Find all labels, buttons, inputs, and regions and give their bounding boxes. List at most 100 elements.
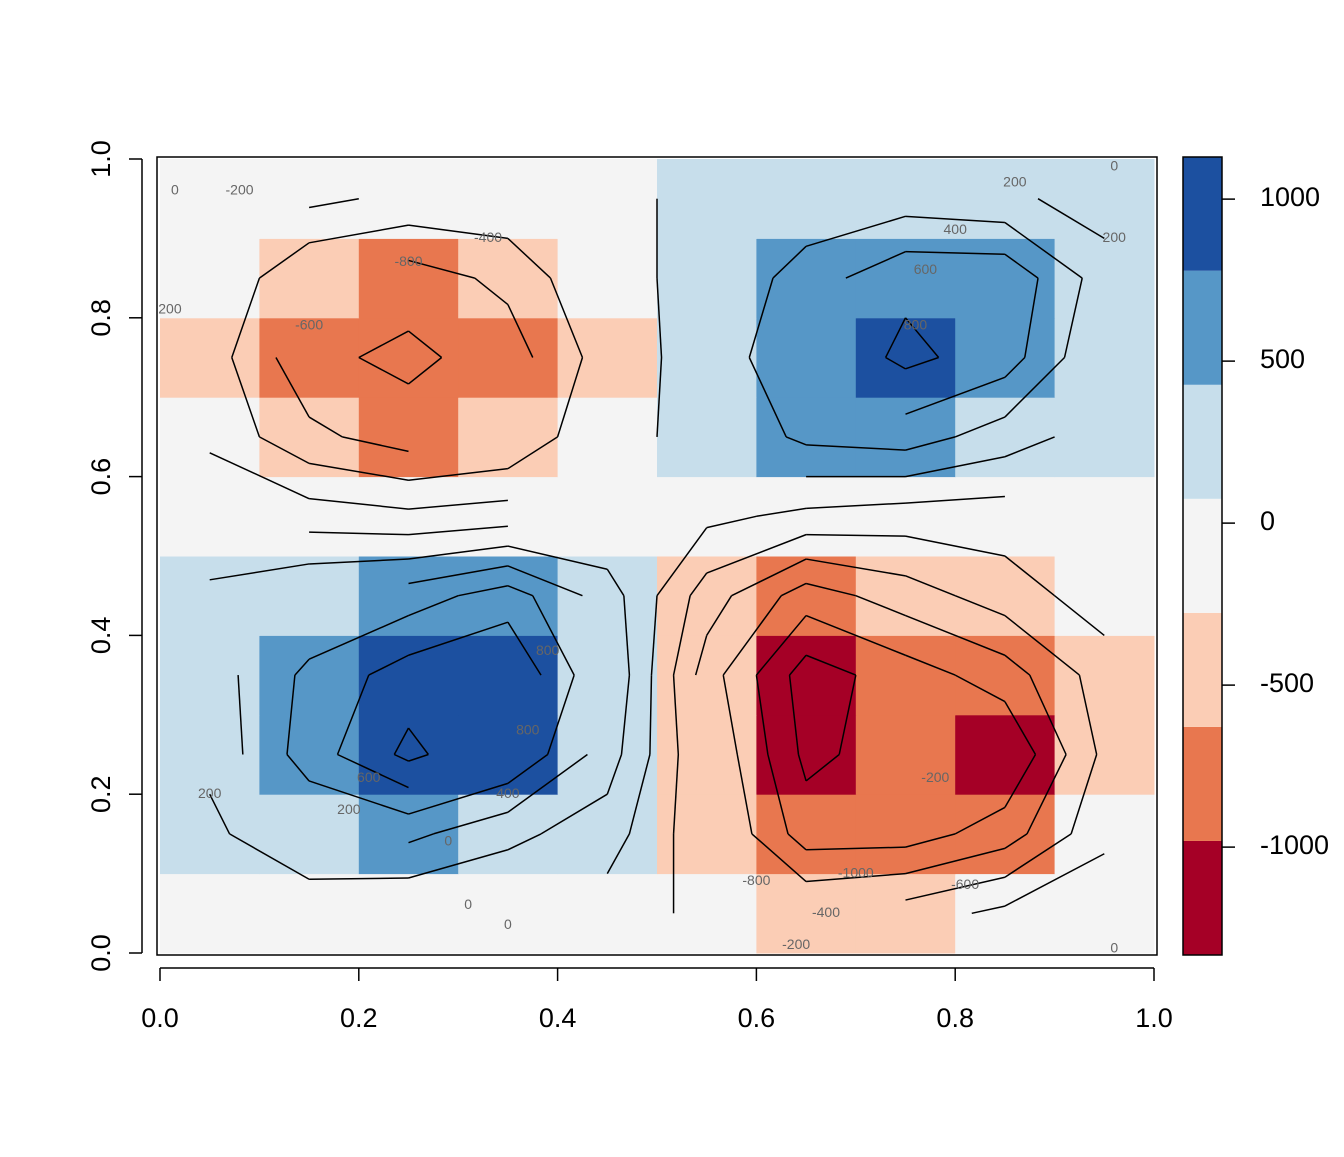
heat-cell [855, 873, 956, 954]
contour-label: 0 [504, 916, 512, 932]
contour-line [905, 654, 956, 676]
contour-line [231, 357, 261, 438]
contour-label: 800 [904, 316, 928, 332]
colorbar-tick-label: 0 [1260, 506, 1275, 536]
contour-line [458, 585, 509, 597]
contour-line [751, 833, 807, 883]
contour-line [606, 754, 623, 795]
heat-cell [358, 794, 459, 875]
heat-cell [358, 635, 459, 716]
heat-cell [756, 238, 857, 319]
heat-cell [458, 159, 559, 239]
contour-line [229, 833, 310, 880]
heat-cell [160, 714, 260, 795]
contour-line [885, 356, 906, 370]
contour-label: 0 [1110, 158, 1118, 174]
heat-cell [458, 873, 559, 954]
heat-cell [458, 397, 559, 478]
contour-line [788, 654, 807, 676]
contour-label: -800 [394, 253, 422, 269]
contour-line [736, 754, 753, 835]
contour-line [309, 531, 409, 536]
contour-line [342, 436, 409, 453]
contour-line [805, 558, 906, 577]
contour-line [1004, 253, 1039, 279]
contour-line [905, 215, 1005, 224]
heat-cell [955, 317, 1056, 398]
contour-line [408, 499, 508, 510]
contour-line [650, 595, 658, 676]
contour-line [785, 436, 807, 446]
contour-line [780, 582, 807, 597]
contour-line [507, 436, 559, 470]
contour-line [507, 304, 534, 358]
heat-cell [855, 556, 956, 636]
x-tick-label: 1.0 [1135, 1003, 1173, 1033]
y-tick-label: 0.2 [86, 775, 116, 813]
colorbar-band [1183, 612, 1222, 727]
contour-line [408, 753, 429, 762]
contour-line [656, 278, 663, 358]
heat-cell [1054, 397, 1155, 478]
heat-cell [358, 397, 459, 478]
heat-cell [855, 714, 956, 795]
contour-line [905, 575, 956, 597]
contour-line [805, 215, 906, 248]
heat-cell [259, 476, 360, 557]
colorbar-band [1183, 157, 1222, 271]
contour-line [337, 753, 409, 789]
heat-cell [1054, 714, 1155, 795]
contour-line [1004, 555, 1056, 597]
contour-line [408, 545, 508, 560]
contour-label: -400 [474, 229, 502, 245]
contour-line [806, 444, 906, 451]
contour-line [1004, 221, 1083, 279]
contour-line [408, 565, 509, 585]
heat-cell [259, 556, 360, 636]
x-tick-label: 0.6 [738, 1003, 776, 1033]
contour-line [805, 654, 857, 676]
contour-line [1004, 356, 1066, 418]
contour-line [672, 595, 691, 676]
contour-line [905, 535, 1006, 557]
heat-cell [557, 635, 658, 716]
heat-cell [955, 397, 1056, 478]
contour-label: 200 [1103, 229, 1127, 245]
y-tick-label: 0.8 [86, 299, 116, 337]
contour-label: -1000 [838, 864, 874, 880]
contour-line [905, 436, 956, 451]
contour-line [672, 675, 680, 755]
contour-line [408, 595, 459, 617]
contour-line [259, 436, 310, 465]
contour-line [1070, 754, 1098, 835]
contour-line [507, 833, 542, 851]
contour-line [433, 811, 509, 835]
contour-line [787, 833, 807, 851]
heat-cell [160, 873, 260, 954]
contour-line [393, 753, 409, 762]
contour-line [286, 675, 296, 755]
heat-cell [458, 476, 559, 557]
contour-line [884, 317, 907, 358]
contour-label: 800 [536, 642, 560, 658]
heat-cell [160, 159, 260, 239]
heat-cell [955, 714, 1056, 795]
contour-line [954, 674, 1006, 703]
y-tick-label: 0.6 [86, 458, 116, 496]
contour-line [1037, 198, 1105, 240]
contour-line [845, 250, 906, 279]
heat-cell [557, 556, 658, 636]
heat-cell [955, 159, 1056, 239]
contour-label: 800 [516, 721, 540, 737]
heat-cell [955, 238, 1056, 319]
heat-cell [1054, 476, 1155, 557]
contour-line [237, 675, 244, 755]
contour-line [358, 356, 409, 385]
heat-cell [756, 873, 857, 954]
heat-cell [160, 317, 260, 398]
heat-cell [657, 476, 757, 557]
contour-label: -200 [921, 769, 949, 785]
heat-cell [855, 317, 956, 398]
heat-cell [557, 714, 658, 795]
contour-line [408, 849, 509, 879]
